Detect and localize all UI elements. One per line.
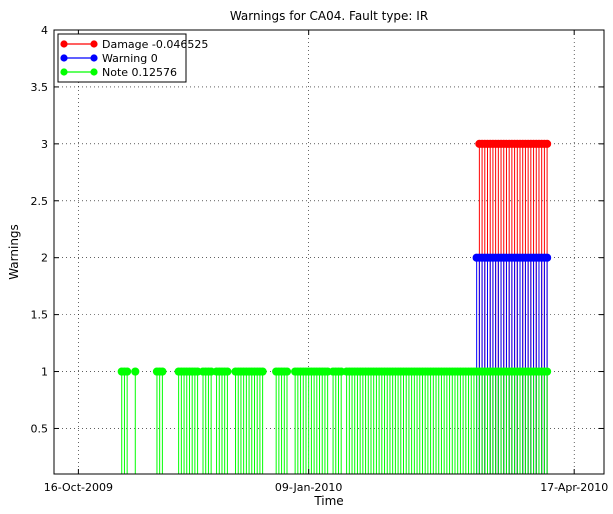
legend-marker-note — [90, 68, 98, 76]
marker-note — [123, 367, 132, 376]
axes-box — [53, 29, 605, 475]
ticks: 16-Oct-2009 09-Jan-2010 17-Apr-2010 0.5 1 1.5… — [31, 24, 609, 494]
x-tick-label: 16-Oct-2009 — [44, 481, 113, 494]
legend-label-damage: Damage -0.046525 — [102, 38, 208, 51]
y-tick-label: 2.5 — [31, 195, 49, 208]
x-tick-label: 09-Jan-2010 — [275, 481, 343, 494]
marker-warning — [543, 253, 552, 262]
y-tick-label: 3 — [41, 138, 48, 151]
x-axis-label: Time — [313, 494, 343, 508]
stems — [121, 143, 548, 474]
x-tick-label: 17-Apr-2010 — [540, 481, 608, 494]
y-tick-label: 3.5 — [31, 81, 49, 94]
marker-note — [223, 367, 232, 376]
markers — [117, 139, 552, 376]
chart-title: Warnings for CA04. Fault type: IR — [230, 9, 428, 23]
legend-marker-warning — [60, 54, 68, 62]
marker-damage — [543, 139, 552, 148]
y-tick-label: 1 — [41, 366, 48, 379]
legend-marker-damage — [90, 40, 98, 48]
legend-label-warning: Warning 0 — [102, 52, 158, 65]
y-tick-label: 0.5 — [31, 422, 49, 435]
marker-note — [158, 367, 167, 376]
legend-marker-note — [60, 68, 68, 76]
y-tick-label: 1.5 — [31, 309, 49, 322]
marker-note — [131, 367, 140, 376]
y-axis-label: Warnings — [7, 224, 21, 280]
y-tick-label: 2 — [41, 252, 48, 265]
plot-area — [54, 30, 604, 474]
marker-note — [543, 367, 552, 376]
y-tick-label: 4 — [41, 24, 48, 37]
legend-marker-damage — [60, 40, 68, 48]
marker-note — [258, 367, 267, 376]
legend-label-note: Note 0.12576 — [102, 66, 177, 79]
legend-marker-warning — [90, 54, 98, 62]
marker-note — [282, 367, 292, 376]
